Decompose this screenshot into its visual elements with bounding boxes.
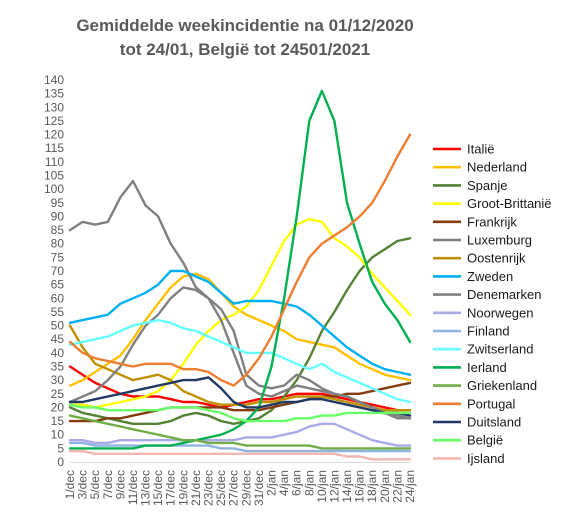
x-tick-label: 11/dec xyxy=(126,470,140,505)
y-tick-label: 75 xyxy=(51,250,65,264)
x-tick-label: 20/jan xyxy=(378,470,392,503)
chart-title: Gemiddelde weekincidentie na 01/12/2020 … xyxy=(40,14,450,62)
x-tick-label: 14/jan xyxy=(340,470,354,503)
legend-label: Spanje xyxy=(467,178,507,193)
series-line-duitsland xyxy=(68,376,412,417)
series-line-groot-brittani- xyxy=(68,217,412,409)
legend-label: België xyxy=(467,433,503,448)
y-tick-label: 0 xyxy=(57,455,64,469)
x-tick-label: 8/jan xyxy=(302,470,316,496)
y-tick-label: 45 xyxy=(51,332,65,346)
y-tick-label: 5 xyxy=(57,441,64,455)
legend-label: Zwitserland xyxy=(467,342,533,357)
series-line-noorwegen xyxy=(68,422,412,447)
legend-label: Griekenland xyxy=(467,378,537,393)
y-tick-label: 25 xyxy=(51,387,65,401)
series-line-zwitserland xyxy=(68,318,412,404)
series-line-finland xyxy=(68,441,412,453)
y-tick-label: 100 xyxy=(44,182,64,196)
y-tick-label: 130 xyxy=(44,100,64,114)
x-tick-label: 27/dec xyxy=(227,470,241,506)
y-tick-label: 70 xyxy=(51,264,65,278)
series-line-portugal xyxy=(68,133,412,387)
y-tick-label: 20 xyxy=(51,400,65,414)
x-tick-label: 19/dec xyxy=(176,470,190,506)
legend-label: Groot-Brittanië xyxy=(467,196,552,211)
x-tick-label: 22/jan xyxy=(390,470,404,503)
legend-label: Denemarken xyxy=(467,287,541,302)
y-tick-label: 90 xyxy=(51,209,65,223)
legend-label: Nederland xyxy=(467,160,527,175)
y-tick-label: 30 xyxy=(51,373,65,387)
y-tick-label: 115 xyxy=(45,141,64,155)
series-line-spanje xyxy=(68,237,412,425)
legend-label: Italië xyxy=(467,142,494,157)
legend-label: Duitsland xyxy=(467,415,521,430)
legend-label: Oostenrijk xyxy=(467,251,526,266)
chart-title-line-2: tot 24/01, België tot 24501/2021 xyxy=(119,40,371,59)
series-line-griekenland xyxy=(68,414,412,450)
x-tick-label: 15/dec xyxy=(151,470,165,506)
legend: Italië Nederland Spanje Groot-Brittanië Fran… xyxy=(433,142,552,466)
series-line-zweden xyxy=(68,269,412,376)
axes: 0510152025303540455055606570758085909510… xyxy=(44,73,417,506)
series-line-itali- xyxy=(68,365,412,412)
x-tick-label: 6/jan xyxy=(290,470,304,496)
legend-label: Portugal xyxy=(467,396,516,411)
y-tick-label: 105 xyxy=(44,169,64,183)
x-tick-label: 24/jan xyxy=(403,470,417,503)
series-line-ijsland xyxy=(68,449,412,461)
series-line-frankrijk xyxy=(68,381,412,423)
y-tick-label: 10 xyxy=(51,428,65,442)
x-tick-label: 1/dec xyxy=(63,470,77,499)
x-tick-label: 23/dec xyxy=(202,470,216,506)
x-tick-label: 10/jan xyxy=(315,470,329,503)
x-tick-label: 17/dec xyxy=(164,470,178,506)
x-tick-label: 3/dec xyxy=(76,470,90,499)
y-tick-label: 50 xyxy=(51,319,65,333)
y-tick-label: 65 xyxy=(51,278,65,292)
y-tick-label: 95 xyxy=(51,196,65,210)
legend-label: Luxemburg xyxy=(467,233,532,248)
y-tick-label: 60 xyxy=(51,291,65,305)
legend-label: Zweden xyxy=(467,269,513,284)
x-tick-label: 9/dec xyxy=(113,470,127,499)
x-tick-label: 4/jan xyxy=(277,470,291,496)
y-tick-label: 125 xyxy=(44,114,64,128)
x-tick-label: 12/jan xyxy=(327,470,341,503)
y-tick-label: 140 xyxy=(44,73,64,87)
x-tick-label: 7/dec xyxy=(101,470,115,499)
y-tick-label: 40 xyxy=(51,346,65,360)
x-tick-label: 18/jan xyxy=(365,470,379,503)
legend-label: Finland xyxy=(467,324,510,339)
series-line-denemarken xyxy=(68,286,412,420)
x-tick-label: 5/dec xyxy=(88,470,102,499)
y-tick-label: 80 xyxy=(51,237,65,251)
x-tick-label: 13/dec xyxy=(139,470,153,506)
legend-label: Frankrijk xyxy=(467,214,517,229)
y-tick-label: 35 xyxy=(51,360,65,374)
y-tick-label: 110 xyxy=(45,155,64,169)
y-tick-label: 15 xyxy=(51,414,65,428)
y-tick-label: 135 xyxy=(44,87,64,101)
x-tick-label: 31/dec xyxy=(252,470,266,506)
x-tick-label: 25/dec xyxy=(214,470,228,506)
chart-title-line-1: Gemiddelde weekincidentie na 01/12/2020 xyxy=(76,16,414,35)
y-tick-label: 120 xyxy=(44,128,64,142)
y-tick-label: 85 xyxy=(51,223,65,237)
x-tick-label: 29/dec xyxy=(239,470,253,506)
y-tick-label: 55 xyxy=(51,305,65,319)
x-tick-label: 21/dec xyxy=(189,470,203,506)
x-tick-label: 16/jan xyxy=(353,470,367,503)
legend-label: Noorwegen xyxy=(467,305,534,320)
series-lines xyxy=(68,89,412,461)
legend-label: Ijsland xyxy=(467,451,505,466)
x-tick-label: 2/jan xyxy=(264,470,278,496)
series-line-belgi- xyxy=(68,403,412,423)
legend-label: Ierland xyxy=(467,360,507,375)
